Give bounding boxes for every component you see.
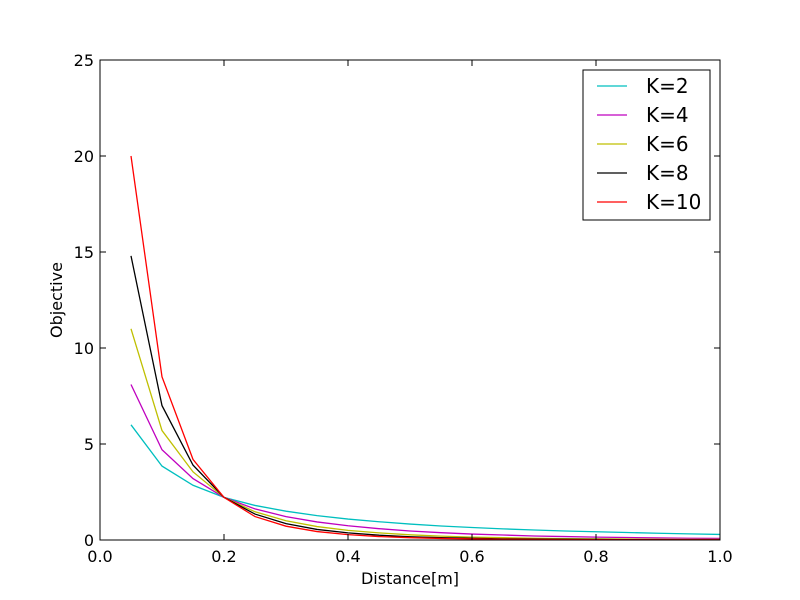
- y-tick-label: 15: [74, 243, 94, 262]
- legend-label: K=2: [646, 74, 689, 98]
- series-line-k6: [130, 328, 720, 541]
- y-tick-label: 0: [84, 531, 94, 550]
- plot-frame: [99, 59, 721, 541]
- y-tick-label: 25: [74, 51, 94, 70]
- x-tick-label: 0.8: [583, 547, 608, 566]
- x-tick-label: 0.2: [211, 547, 236, 566]
- y-axis-label: Objective: [47, 262, 66, 338]
- y-tick-label: 20: [74, 147, 94, 166]
- legend-label: K=6: [646, 132, 689, 156]
- x-tick-label: 0.6: [459, 547, 484, 566]
- y-tick-label: 5: [84, 435, 94, 454]
- series-line-k8: [130, 255, 720, 541]
- y-tick-label: 10: [74, 339, 94, 358]
- x-tick-label: 1.0: [707, 547, 732, 566]
- x-axis-label: Distance[m]: [361, 569, 459, 588]
- series-line-k2: [130, 424, 721, 536]
- legend-label: K=8: [646, 161, 689, 185]
- legend-label: K=10: [646, 190, 701, 214]
- series-line-k4: [130, 384, 721, 540]
- x-tick-label: 0.4: [335, 547, 360, 566]
- x-tick-label: 0.0: [87, 547, 112, 566]
- legend-label: K=4: [646, 103, 689, 127]
- legend: K=2 K=4 K=6 K=8 K=10: [582, 69, 711, 221]
- ticks-layer: 0.0 0.2 0.4 0.6 0.8 1.0 0 5 10 15 20 25: [74, 51, 733, 566]
- legend-box: [582, 69, 711, 221]
